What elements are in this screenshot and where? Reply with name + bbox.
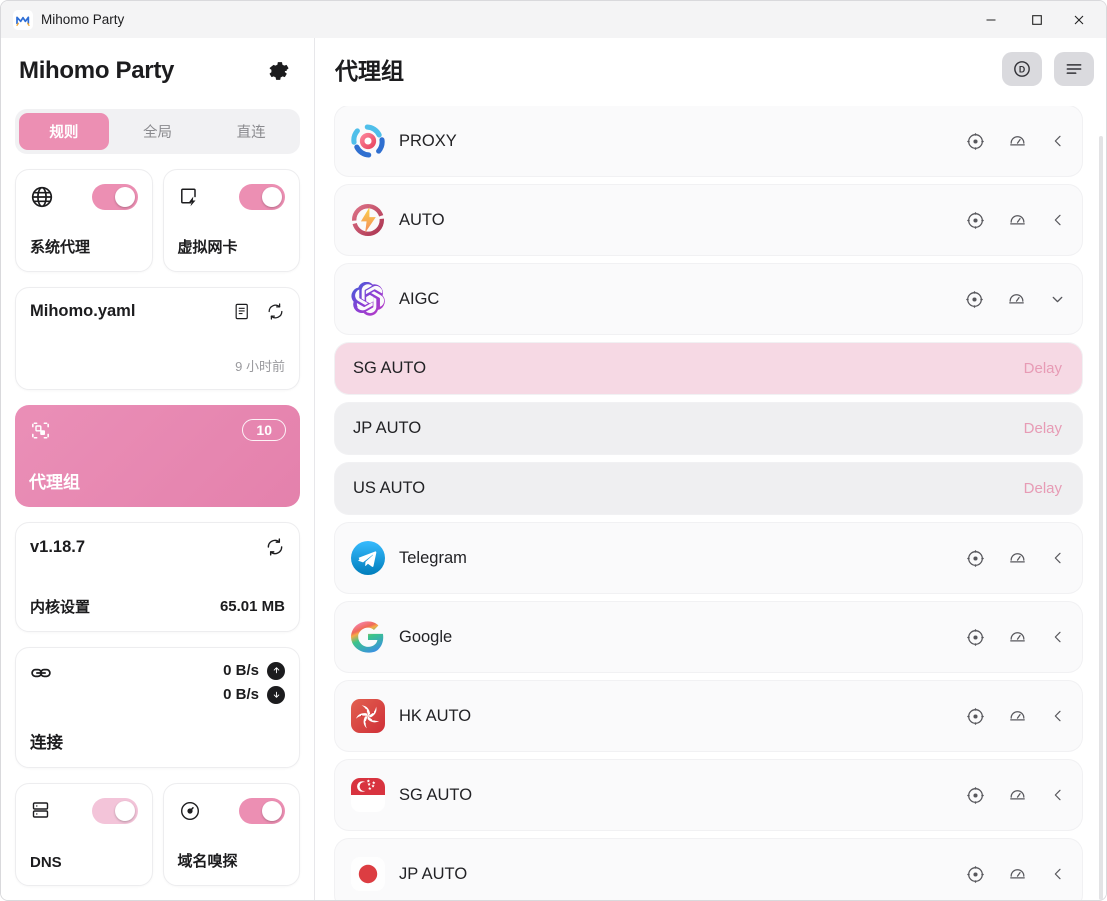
svg-text:D: D xyxy=(1019,65,1025,75)
